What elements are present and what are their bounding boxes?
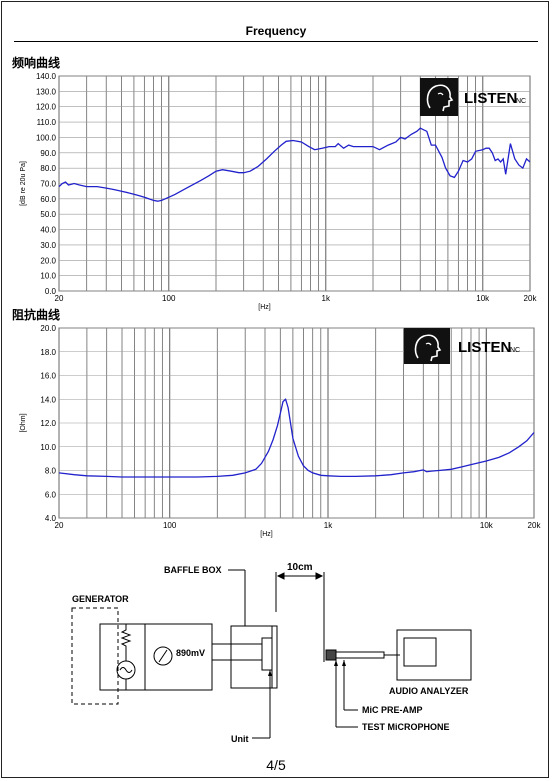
x-tick-label: 20k	[528, 521, 542, 530]
y-tick-label: 40.0	[40, 226, 56, 235]
listen-logo-1: LISTEN INC	[420, 78, 532, 123]
baffle-box	[230, 625, 278, 689]
imp-chart-title: 阻抗曲线	[12, 308, 61, 322]
y-tick-label: 18.0	[40, 348, 56, 357]
y-tick-label: 120.0	[36, 103, 57, 112]
x-tick-label: 20	[55, 521, 64, 530]
x-tick-label: 100	[162, 294, 176, 303]
voltmeter-icon	[153, 646, 173, 666]
listen-logo-icon: LISTEN INC	[420, 78, 526, 116]
distance-label: 10cm	[287, 562, 313, 573]
x-tick-label: 1k	[322, 294, 331, 303]
mic-preamp-label: MiC PRE-AMP	[362, 705, 423, 715]
y-tick-label: 110.0	[37, 118, 57, 127]
generator-label: GENERATOR	[72, 594, 129, 604]
audio-analyzer-label: AUDIO ANALYZER	[389, 686, 469, 696]
y-tick-label: 100.0	[36, 133, 57, 142]
x-axis-label: [Hz]	[260, 531, 273, 538]
title-rule	[14, 41, 538, 42]
y-tick-label: 8.0	[45, 467, 57, 476]
logo-suffix: INC	[508, 347, 520, 354]
measurement-setup-diagram: GENERATOR 890mV BAFFLE BOX 10cm Unit AUD…	[71, 562, 472, 744]
logo-text: LISTEN	[458, 339, 511, 356]
x-tick-label: 10k	[480, 521, 494, 530]
y-axis-label: [Ohm]	[20, 413, 27, 432]
x-tick-label: 20k	[524, 294, 538, 303]
x-tick-label: 10k	[476, 294, 490, 303]
voltage-label: 890mV	[176, 648, 205, 658]
y-tick-label: 10.0	[40, 443, 56, 452]
y-tick-label: 90.0	[40, 149, 56, 158]
page-title: Frequency	[245, 24, 307, 38]
y-tick-label: 20.0	[40, 256, 56, 265]
y-tick-label: 30.0	[40, 241, 56, 250]
impedance-chart: 4.0 6.0 8.0 10.0 12.0 14.0 16.0 18.0 20.0 20 100 1k…	[20, 324, 542, 538]
speaker-unit	[261, 637, 273, 671]
x-tick-label: 100	[163, 521, 177, 530]
y-tick-label: 140.0	[36, 72, 57, 81]
audio-analyzer	[396, 629, 472, 681]
logo-text: LISTEN	[464, 90, 517, 107]
freq-chart-title: 频响曲线	[12, 56, 61, 70]
generator-circuit	[99, 623, 213, 691]
baffle-box-label: BAFFLE BOX	[164, 565, 222, 575]
y-tick-label: 12.0	[40, 419, 56, 428]
listen-logo-icon: LISTEN INC	[404, 328, 520, 364]
unit-label: Unit	[231, 734, 249, 744]
y-tick-label: 80.0	[40, 164, 56, 173]
y-tick-label: 70.0	[40, 180, 56, 189]
y-tick-label: 0.0	[45, 287, 57, 296]
y-tick-label: 10.0	[40, 272, 56, 281]
resistor-symbol	[120, 624, 132, 656]
x-axis-label: [Hz]	[258, 304, 271, 311]
y-axis-label: [dB re 20u Pa]	[20, 161, 27, 206]
y-tick-label: 6.0	[45, 490, 57, 499]
y-tick-label: 50.0	[40, 210, 56, 219]
y-tick-label: 130.0	[36, 87, 57, 96]
y-tick-label: 4.0	[45, 514, 57, 523]
x-tick-label: 20	[55, 294, 64, 303]
generator-box	[71, 607, 119, 705]
y-tick-label: 14.0	[40, 395, 56, 404]
y-tick-label: 60.0	[40, 195, 56, 204]
logo-suffix: INC	[514, 98, 526, 105]
listen-logo-2: LISTEN INC	[404, 328, 530, 373]
test-microphone-icon	[325, 649, 337, 661]
page-number: 4/5	[266, 757, 286, 773]
series-line	[58, 127, 531, 202]
test-microphone-label: TEST MiCROPHONE	[362, 722, 450, 732]
y-tick-label: 16.0	[40, 372, 56, 381]
series-line	[58, 398, 535, 478]
x-tick-label: 1k	[324, 521, 333, 530]
y-tick-label: 20.0	[40, 324, 56, 333]
mic-preamp	[335, 651, 385, 659]
